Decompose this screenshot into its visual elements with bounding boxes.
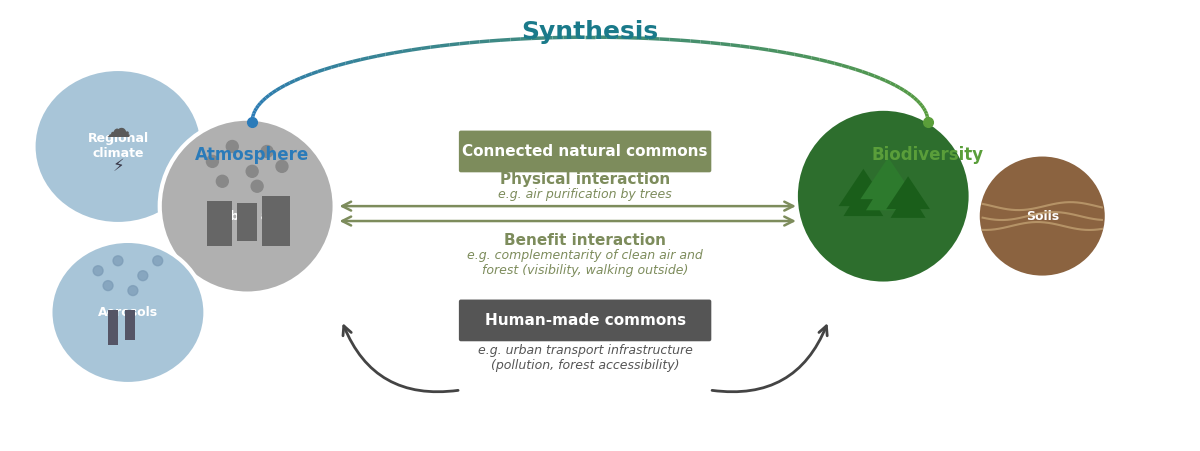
FancyBboxPatch shape [208,201,233,246]
Circle shape [94,266,103,276]
Circle shape [138,271,148,281]
FancyBboxPatch shape [458,131,712,172]
Text: e.g. air purification by trees: e.g. air purification by trees [498,188,672,201]
Text: ☁: ☁ [106,118,131,142]
Polygon shape [839,169,888,206]
Circle shape [227,141,239,152]
Text: Connected natural commons: Connected natural commons [462,144,708,159]
FancyBboxPatch shape [125,310,134,341]
Circle shape [206,156,218,167]
Text: Atmosphere: Atmosphere [196,147,310,165]
FancyBboxPatch shape [262,196,290,246]
Circle shape [246,166,258,177]
Text: e.g. complementarity of clean air and
forest (visibility, walking outside): e.g. complementarity of clean air and fo… [467,249,703,277]
FancyBboxPatch shape [238,203,257,241]
Text: Human-made commons: Human-made commons [485,313,685,328]
Ellipse shape [34,69,203,224]
Text: Soils: Soils [1026,210,1058,222]
Text: Synthesis: Synthesis [522,20,659,44]
Text: ⚡: ⚡ [112,157,124,175]
Text: Urban air: Urban air [215,210,280,222]
Text: Aerosols: Aerosols [98,306,158,319]
Circle shape [160,119,335,294]
Text: Physical interaction: Physical interaction [500,172,671,187]
Polygon shape [890,189,925,218]
Circle shape [128,285,138,295]
Circle shape [113,256,122,266]
Text: Benefit interaction: Benefit interaction [504,234,666,249]
Text: Forests: Forests [857,190,910,202]
Text: Biodiversity: Biodiversity [872,147,984,165]
Polygon shape [860,157,916,199]
Ellipse shape [50,241,205,384]
Ellipse shape [978,154,1106,278]
FancyBboxPatch shape [458,299,712,341]
Text: e.g. urban transport infrastructure
(pollution, forest accessibility): e.g. urban transport infrastructure (pol… [478,344,692,372]
Circle shape [152,256,163,266]
Polygon shape [844,184,883,216]
Polygon shape [866,174,911,210]
Circle shape [796,109,971,284]
Circle shape [216,175,228,187]
Circle shape [276,161,288,172]
Text: Regional
climate: Regional climate [88,133,149,161]
Circle shape [262,146,274,157]
FancyBboxPatch shape [108,310,118,345]
Circle shape [103,281,113,290]
Circle shape [251,180,263,192]
Polygon shape [887,176,930,209]
